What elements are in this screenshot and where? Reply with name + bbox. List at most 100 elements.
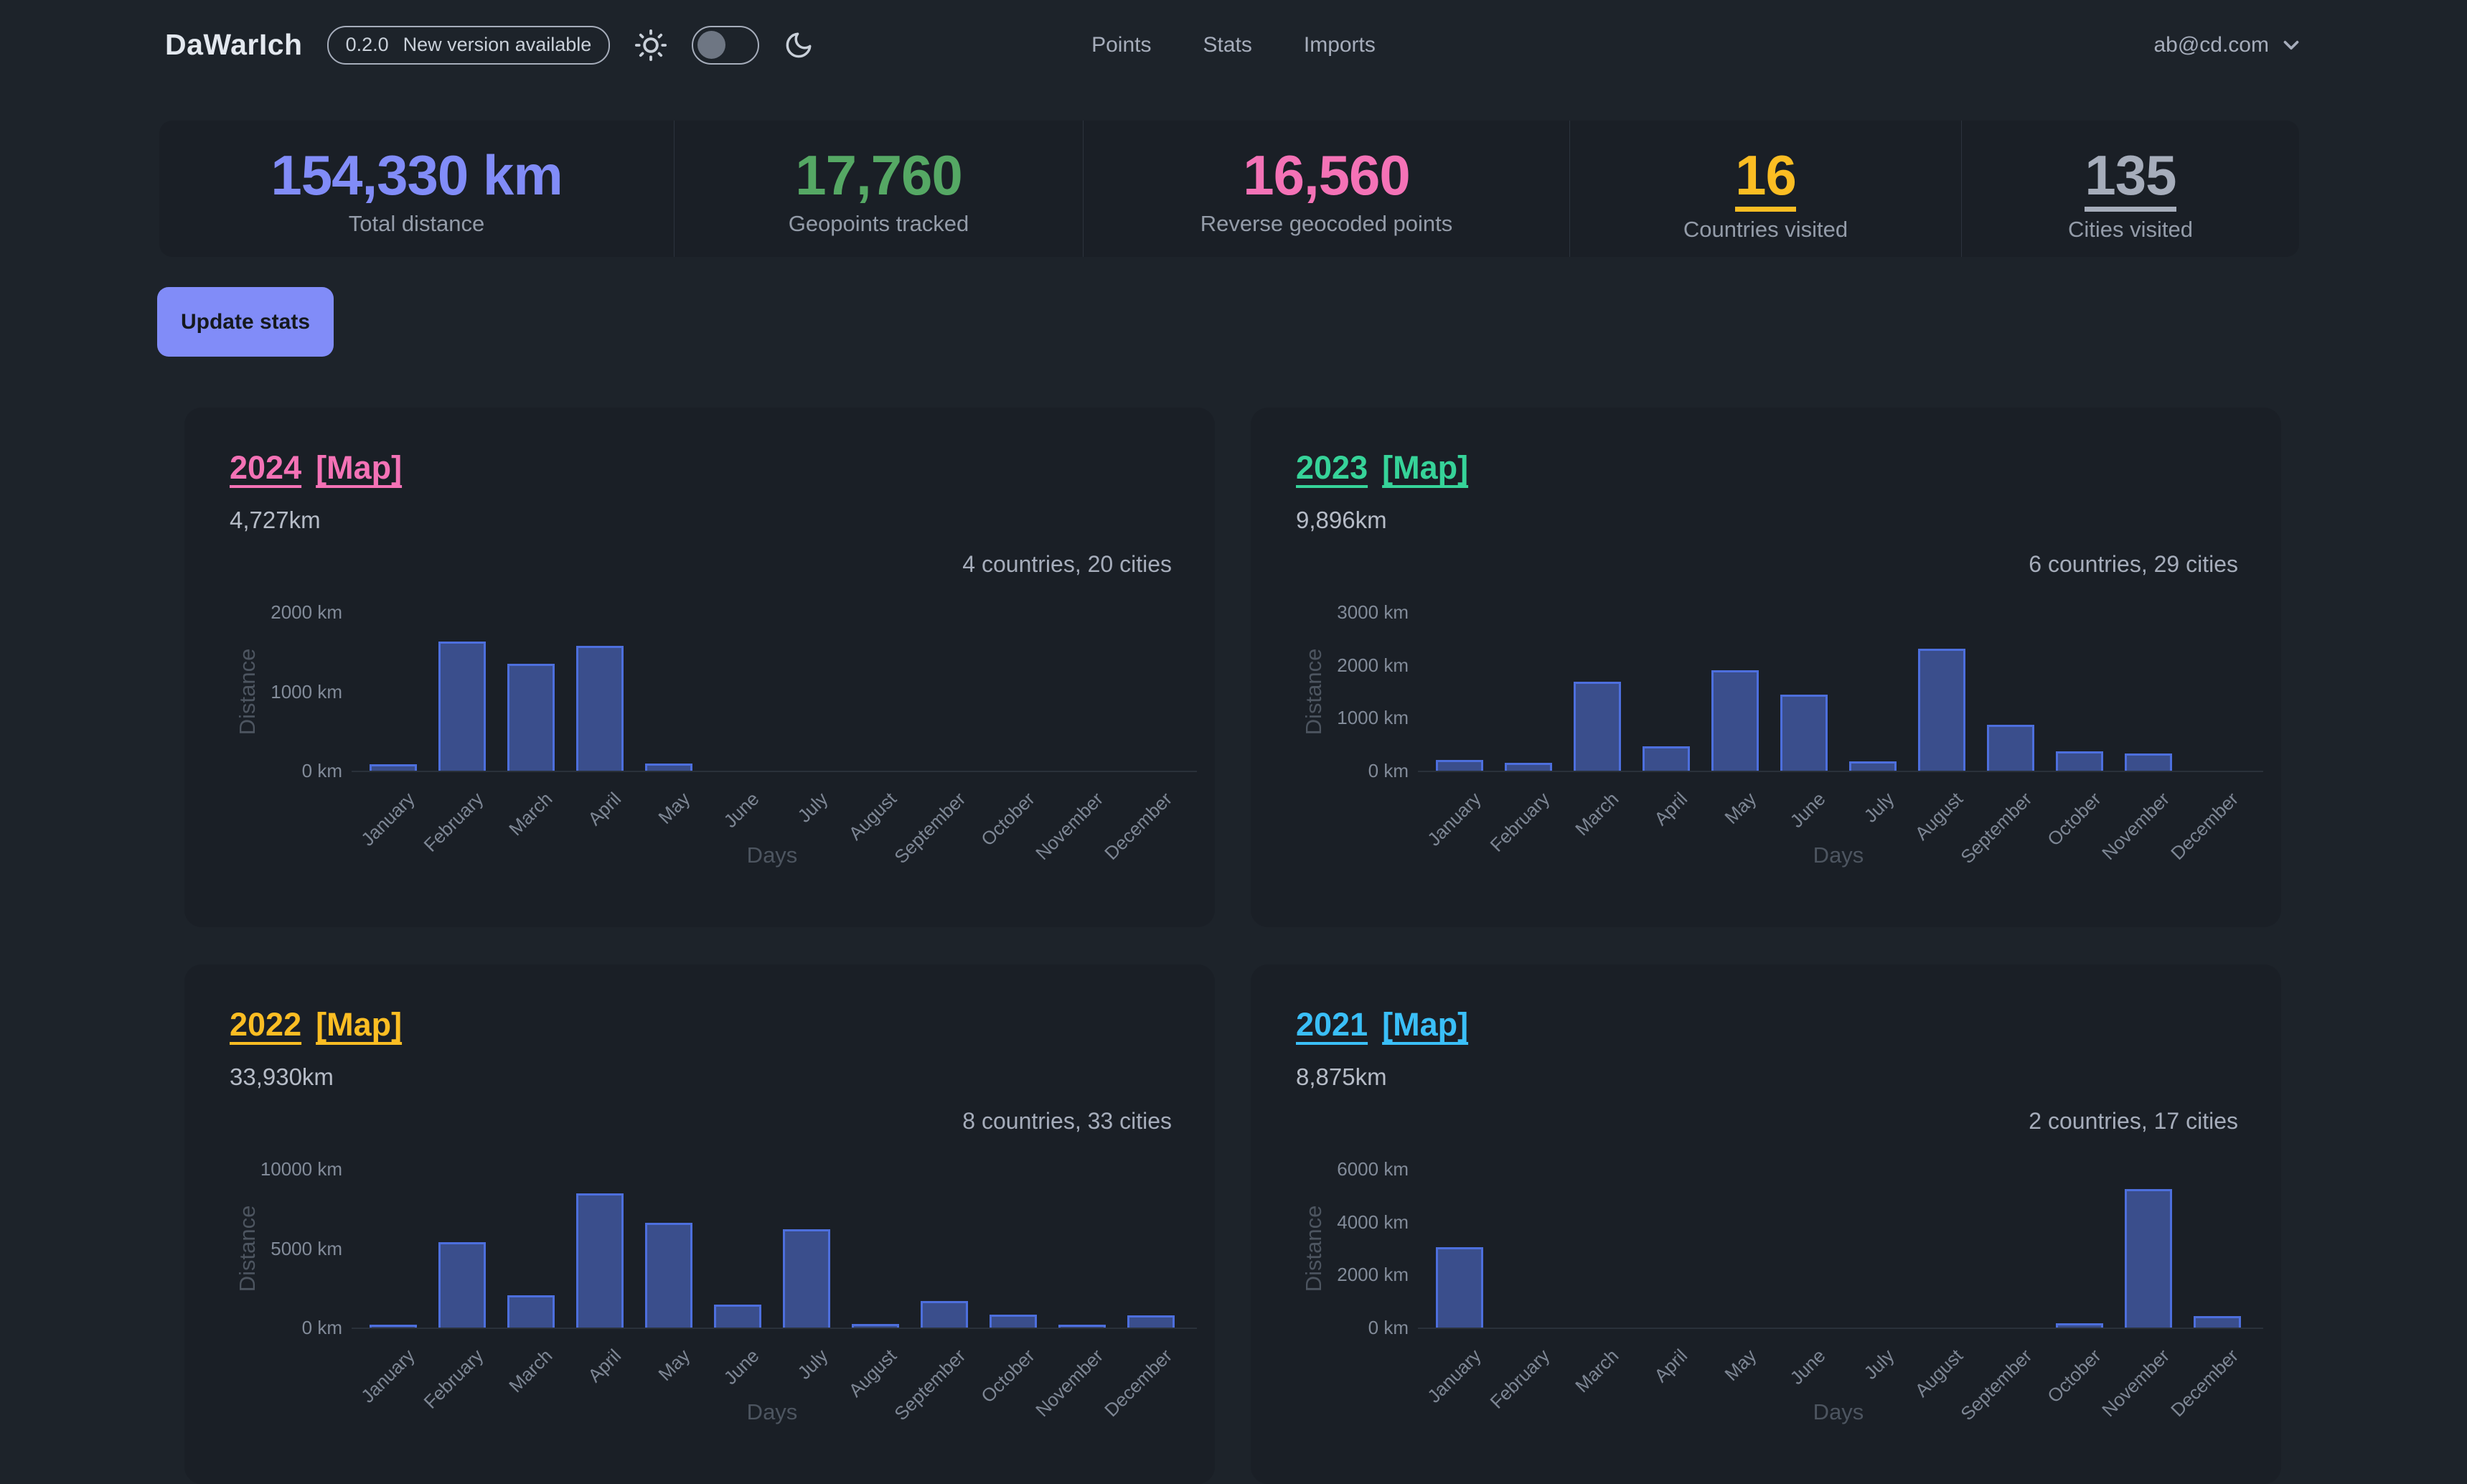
- year-link-2023[interactable]: 2023: [1296, 449, 1368, 486]
- map-link-2022[interactable]: [Map]: [316, 1006, 403, 1043]
- bar-august: [1918, 649, 1965, 771]
- stat-value-countries-visited: 16: [1570, 144, 1961, 212]
- distance-chart-2024: Distance Days 0 km 1000 km 2000 km January Feb…: [184, 408, 1215, 927]
- x-tick-october: October: [976, 788, 1039, 850]
- map-link-2023[interactable]: [Map]: [1382, 449, 1469, 486]
- stat-value-text[interactable]: 135: [2085, 144, 2177, 212]
- bar-august: [852, 1324, 899, 1328]
- x-tick-april: April: [1650, 1345, 1692, 1386]
- x-tick-june: June: [1785, 1345, 1830, 1389]
- bar-september: [921, 1301, 968, 1328]
- x-tick-october: October: [976, 1345, 1039, 1407]
- x-tick-december: December: [2166, 788, 2243, 865]
- user-menu[interactable]: ab@cd.com: [2153, 0, 2303, 90]
- nav-imports[interactable]: Imports: [1303, 32, 1376, 57]
- y-axis-tick-6000-km: 6000 km: [1337, 1158, 1409, 1180]
- version-badge[interactable]: 0.2.0 New version available: [326, 25, 611, 65]
- x-tick-december: December: [2166, 1345, 2243, 1422]
- x-tick-august: August: [844, 1345, 901, 1401]
- year-link-2022[interactable]: 2022: [230, 1006, 302, 1043]
- year-total-distance-2024: 4,727km: [230, 507, 321, 533]
- x-tick-june: June: [719, 788, 763, 832]
- bar-january: [370, 1325, 417, 1328]
- nav-stats[interactable]: Stats: [1203, 32, 1252, 57]
- map-link-2021[interactable]: [Map]: [1382, 1006, 1469, 1043]
- bar-july: [783, 1229, 830, 1328]
- stat-value-text: 16,560: [1243, 144, 1411, 207]
- main-nav: Points Stats Imports: [1091, 0, 1376, 90]
- stat-geopoints-tracked: 17,760 Geopoints tracked: [674, 121, 1083, 257]
- distance-chart-2023: Distance Days 0 km 1000 km 2000 km 3000 km Jan…: [1251, 408, 2281, 927]
- y-axis-tick-0-km: 0 km: [1368, 760, 1409, 781]
- year-card-title-2022: 2022 [Map]: [230, 1006, 402, 1043]
- y-axis-tick-3000-km: 3000 km: [1337, 601, 1409, 623]
- x-tick-february: February: [419, 1345, 488, 1413]
- bar-january: [1436, 760, 1483, 771]
- app-logo[interactable]: DaWarIch: [165, 28, 303, 61]
- year-total-distance-2023: 9,896km: [1296, 507, 1387, 533]
- year-link-2024[interactable]: 2024: [230, 449, 302, 486]
- bar-may: [1711, 670, 1759, 771]
- distance-chart-2021: Distance Days 0 km 2000 km 4000 km 6000 km Jan…: [1251, 964, 2281, 1484]
- x-tick-may: May: [654, 1345, 695, 1385]
- x-tick-february: February: [1485, 788, 1554, 856]
- distance-chart-2022: Distance Days 0 km 5000 km 10000 km January Fe…: [184, 964, 1215, 1484]
- x-axis-line: [352, 1328, 1197, 1329]
- y-axis-tick-1000-km: 1000 km: [1337, 707, 1409, 728]
- stat-value-total-distance: 154,330 km: [159, 144, 674, 206]
- x-tick-april: April: [583, 1345, 626, 1386]
- nav-points[interactable]: Points: [1091, 32, 1152, 57]
- header-left: DaWarIch 0.2.0 New version available: [165, 0, 814, 90]
- stat-value-cities-visited: 135: [1962, 144, 2299, 212]
- x-tick-may: May: [1720, 1345, 1761, 1385]
- bar-march: [1574, 682, 1621, 771]
- x-tick-october: October: [2042, 1345, 2105, 1407]
- x-tick-august: August: [844, 788, 901, 845]
- x-tick-september: September: [890, 788, 970, 868]
- bar-september: [1987, 725, 2034, 771]
- y-axis-tick-5000-km: 5000 km: [271, 1238, 342, 1259]
- y-axis-tick-0-km: 0 km: [1368, 1317, 1409, 1338]
- stat-value-geopoints-tracked: 17,760: [675, 144, 1083, 206]
- x-tick-february: February: [419, 788, 488, 856]
- user-email: ab@cd.com: [2153, 32, 2269, 57]
- year-card-title-2023: 2023 [Map]: [1296, 449, 1468, 487]
- theme-toggle[interactable]: [692, 25, 760, 65]
- x-tick-january: January: [1422, 1345, 1485, 1407]
- x-tick-july: July: [1859, 1345, 1899, 1384]
- bar-january: [370, 764, 417, 771]
- stat-value-text: 17,760: [795, 144, 963, 207]
- stat-label-reverse-geocoded-points: Reverse geocoded points: [1200, 211, 1453, 236]
- y-axis-tick-1000-km: 1000 km: [271, 681, 342, 703]
- x-tick-december: December: [1100, 788, 1177, 865]
- stat-value-text[interactable]: 16: [1735, 144, 1797, 212]
- bar-april: [576, 646, 624, 771]
- stat-value-text: 154,330 km: [271, 144, 563, 207]
- x-tick-march: March: [504, 1345, 557, 1397]
- x-axis-line: [352, 771, 1197, 772]
- year-summary-2024: 4 countries, 20 cities: [962, 551, 1172, 577]
- x-axis-line: [1418, 771, 2263, 772]
- bar-october: [2056, 751, 2103, 771]
- x-tick-june: June: [1785, 788, 1830, 832]
- x-tick-july: July: [793, 788, 832, 827]
- y-axis-tick-10000-km: 10000 km: [260, 1158, 342, 1180]
- bar-may: [645, 764, 692, 771]
- year-card-title-2024: 2024 [Map]: [230, 449, 402, 487]
- x-axis-title: Days: [746, 1399, 798, 1424]
- year-link-2021[interactable]: 2021: [1296, 1006, 1368, 1043]
- x-tick-november: November: [1031, 1345, 1108, 1422]
- update-stats-button[interactable]: Update stats: [157, 287, 334, 357]
- bar-january: [1436, 1247, 1483, 1328]
- bar-july: [1849, 761, 1897, 771]
- bar-february: [438, 1242, 486, 1328]
- bar-october: [2056, 1323, 2103, 1328]
- x-tick-march: March: [1570, 788, 1623, 840]
- x-tick-september: September: [1956, 788, 2036, 868]
- map-link-2024[interactable]: [Map]: [316, 449, 403, 486]
- bar-october: [990, 1315, 1037, 1328]
- stats-row: 154,330 km Total distance 17,760 Geopoints …: [159, 121, 2299, 257]
- stat-label-total-distance: Total distance: [348, 211, 485, 236]
- y-axis-tick-0-km: 0 km: [301, 760, 342, 781]
- year-card-2022: 2022 [Map] 33,930km 8 countries, 33 cities D…: [184, 964, 1215, 1484]
